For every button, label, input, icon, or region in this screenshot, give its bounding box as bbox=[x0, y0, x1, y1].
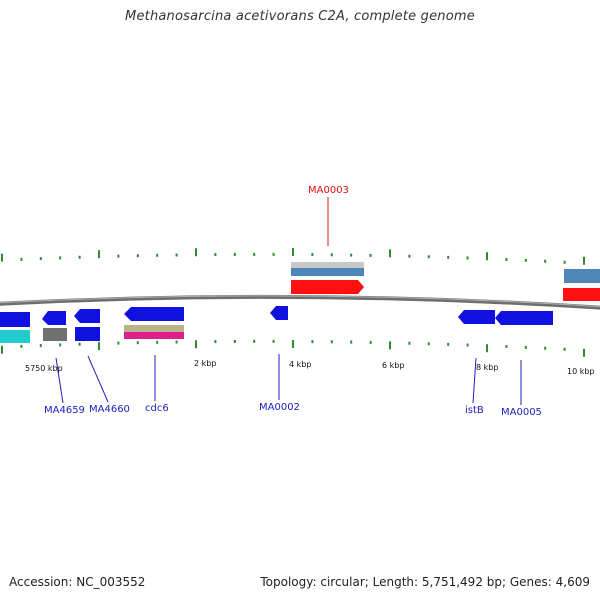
map-title: Methanosarcina acetivorans C2A, complete… bbox=[125, 9, 475, 24]
tick-label: 5750 kbp bbox=[25, 364, 63, 373]
gene-label-ma0003[interactable]: MA0003 bbox=[308, 185, 349, 196]
gene-label-ma4659[interactable]: MA4659 bbox=[44, 405, 85, 416]
tick-label: 6 kbp bbox=[382, 361, 404, 370]
summary-text: Topology: circular; Length: 5,751,492 bp… bbox=[260, 575, 590, 589]
gene-feature[interactable] bbox=[0, 312, 30, 327]
gene-feature[interactable] bbox=[43, 328, 67, 341]
gene-label-ma4660[interactable]: MA4660 bbox=[89, 404, 130, 415]
gene-label-ma0002[interactable]: MA0002 bbox=[259, 402, 300, 413]
gene-feature[interactable] bbox=[563, 288, 600, 301]
label-leaders bbox=[55, 197, 522, 405]
gene-feature[interactable] bbox=[124, 332, 184, 339]
gene-label-istb[interactable]: istB bbox=[465, 405, 484, 416]
gene-ma0005[interactable] bbox=[495, 311, 553, 325]
tick-label: 10 kbp bbox=[567, 367, 595, 376]
gene-ma0002[interactable] bbox=[270, 306, 288, 320]
gene-istb[interactable] bbox=[458, 310, 495, 324]
reverse-genes bbox=[0, 306, 553, 343]
gene-feature[interactable] bbox=[0, 330, 30, 343]
gene-label-ma0005[interactable]: MA0005 bbox=[501, 407, 542, 418]
gene-feature[interactable] bbox=[75, 327, 100, 341]
gene-ma4660[interactable] bbox=[74, 309, 100, 323]
gene-labels: MA0003 MA4659 MA4660 cdc6 MA0002 istB MA… bbox=[44, 185, 542, 418]
accession-text: Accession: NC_003552 bbox=[9, 575, 146, 589]
gene-cdc6[interactable] bbox=[124, 307, 184, 321]
outer-ticks bbox=[1, 247, 585, 265]
gene-ma4659[interactable] bbox=[42, 311, 66, 325]
gene-label-cdc6[interactable]: cdc6 bbox=[145, 403, 169, 414]
tick-labels: 5750 kbp 2 kbp 4 kbp 6 kbp 8 kbp 10 kbp bbox=[25, 359, 595, 376]
forward-genes bbox=[291, 262, 600, 301]
gene-feature[interactable] bbox=[291, 262, 364, 268]
gene-ma0003[interactable] bbox=[291, 280, 364, 294]
genome-backbone bbox=[0, 294, 600, 310]
gene-feature[interactable] bbox=[124, 325, 184, 332]
gene-feature[interactable] bbox=[564, 269, 600, 283]
tick-label: 4 kbp bbox=[289, 360, 311, 369]
tick-label: 2 kbp bbox=[194, 359, 216, 368]
inner-ticks bbox=[1, 339, 585, 357]
gene-feature[interactable] bbox=[291, 268, 364, 276]
tick-label: 8 kbp bbox=[476, 363, 498, 372]
